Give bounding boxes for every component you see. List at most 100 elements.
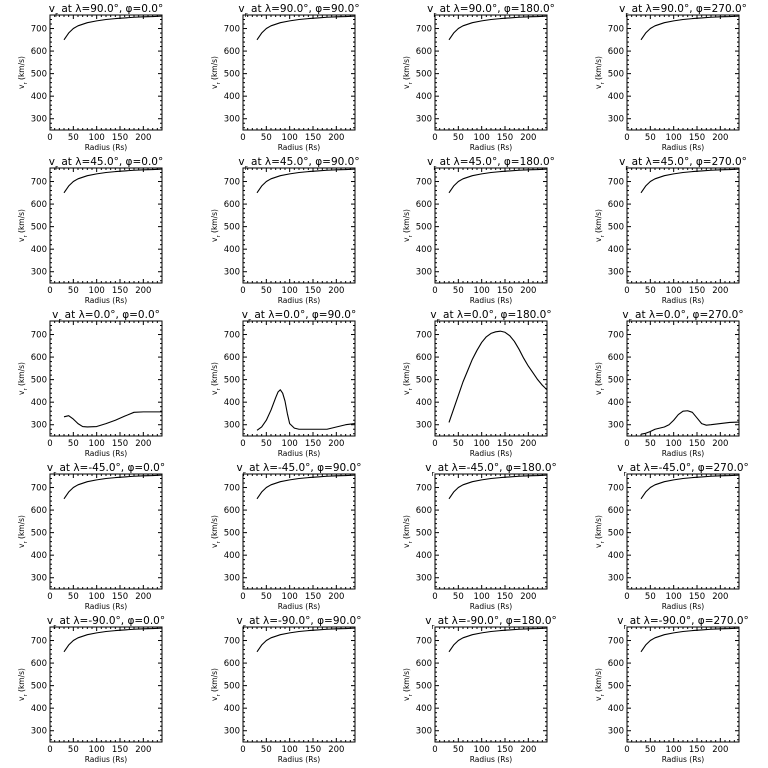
x-tick-label: 150	[689, 133, 705, 143]
x-tick-label: 200	[328, 439, 344, 449]
x-tick-label: 150	[112, 745, 128, 755]
series-line	[640, 627, 740, 653]
x-tick-label: 150	[305, 745, 321, 755]
y-axis-label: vr (km/s)	[17, 56, 29, 89]
x-tick-label: 200	[135, 286, 151, 296]
x-axis-label: Radius (Rs)	[470, 296, 513, 305]
x-tick-label: 50	[645, 133, 656, 143]
plot-frame	[49, 626, 163, 743]
x-tick-label: 50	[261, 439, 272, 449]
x-tick-label: 100	[282, 745, 298, 755]
x-tick-label: 0	[240, 133, 245, 143]
y-axis-label: vr (km/s)	[594, 515, 606, 548]
y-tick-label: 400	[31, 92, 47, 102]
y-axis-label: vr (km/s)	[594, 56, 606, 89]
x-tick-label: 100	[666, 133, 682, 143]
y-tick-label: 500	[224, 376, 240, 386]
panel-title: vr at λ=90.0°, φ=90.0°	[238, 3, 359, 19]
y-axis-label: vr (km/s)	[402, 56, 414, 89]
y-axis-label: vr (km/s)	[594, 668, 606, 701]
panel-19: vr at λ=-90.0°, φ=180.0° 0 50 100 150 200 300 4…	[402, 615, 557, 764]
panel-title: vr at λ=-45.0°, φ=180.0°	[425, 462, 557, 478]
y-tick-label: 500	[224, 529, 240, 539]
panel-5: vr at λ=45.0°, φ=0.0° 0 50 100 150 200 300 400 5…	[17, 156, 163, 305]
y-tick-label: 600	[31, 47, 47, 57]
y-tick-label: 700	[608, 331, 624, 341]
y-tick-label: 300	[416, 115, 432, 125]
y-tick-label: 500	[416, 376, 432, 386]
x-tick-label: 50	[453, 592, 464, 602]
y-tick-label: 400	[31, 245, 47, 255]
series-line	[640, 15, 740, 41]
y-axis-label: vr (km/s)	[17, 515, 29, 548]
y-tick-label: 600	[416, 506, 432, 516]
x-tick-label: 0	[624, 592, 629, 602]
x-tick-label: 50	[453, 745, 464, 755]
panel-title: vr at λ=90.0°, φ=270.0°	[619, 3, 747, 19]
x-tick-label: 0	[432, 133, 437, 143]
y-tick-label: 700	[608, 178, 624, 188]
x-tick-label: 150	[497, 439, 513, 449]
y-tick-label: 600	[31, 200, 47, 210]
x-tick-label: 200	[135, 439, 151, 449]
panel-11: vr at λ=0.0°, φ=180.0° 0 50 100 150 200 300 400…	[402, 309, 552, 458]
x-tick-label: 50	[68, 133, 79, 143]
x-tick-label: 200	[328, 745, 344, 755]
y-tick-label: 400	[608, 245, 624, 255]
x-axis-label: Radius (Rs)	[470, 602, 513, 611]
panel-15: vr at λ=-45.0°, φ=180.0° 0 50 100 150 200 300 4…	[402, 462, 557, 611]
plot-frame	[242, 320, 356, 437]
y-tick-label: 400	[224, 398, 240, 408]
panel-title: vr at λ=-90.0°, φ=180.0°	[425, 615, 557, 631]
x-tick-label: 50	[453, 133, 464, 143]
x-tick-label: 0	[240, 439, 245, 449]
x-tick-label: 150	[305, 133, 321, 143]
x-tick-label: 0	[47, 286, 52, 296]
x-tick-label: 150	[689, 439, 705, 449]
y-tick-label: 500	[416, 70, 432, 80]
y-axis-label: vr (km/s)	[594, 362, 606, 395]
x-tick-label: 100	[474, 592, 490, 602]
y-tick-label: 300	[416, 421, 432, 431]
x-tick-label: 50	[645, 439, 656, 449]
series-line	[448, 15, 548, 41]
panel-13: vr at λ=-45.0°, φ=0.0° 0 50 100 150 200 300 400…	[17, 462, 165, 611]
y-tick-label: 600	[31, 506, 47, 516]
x-tick-label: 0	[624, 133, 629, 143]
x-axis-label: Radius (Rs)	[278, 602, 321, 611]
y-tick-label: 500	[31, 529, 47, 539]
series-line	[63, 168, 163, 194]
y-tick-label: 500	[31, 70, 47, 80]
y-tick-label: 300	[608, 268, 624, 278]
panel-1: vr at λ=90.0°, φ=0.0° 0 50 100 150 200 300 400 5…	[17, 3, 163, 152]
series-line	[256, 15, 356, 41]
x-tick-label: 200	[712, 745, 728, 755]
y-tick-label: 300	[224, 268, 240, 278]
x-tick-label: 100	[474, 133, 490, 143]
series-line	[448, 330, 548, 423]
x-tick-label: 150	[112, 592, 128, 602]
x-tick-label: 0	[47, 439, 52, 449]
x-axis-label: Radius (Rs)	[278, 449, 321, 458]
y-tick-label: 700	[224, 484, 240, 494]
y-tick-label: 500	[224, 223, 240, 233]
plot-frame	[434, 167, 548, 284]
panel-18: vr at λ=-90.0°, φ=90.0° 0 50 100 150 200 300 40…	[210, 615, 361, 764]
x-tick-label: 150	[112, 133, 128, 143]
x-tick-label: 0	[47, 592, 52, 602]
panel-16: vr at λ=-45.0°, φ=270.0° 0 50 100 150 200 300 4…	[594, 462, 749, 611]
y-tick-label: 700	[31, 178, 47, 188]
x-tick-label: 0	[240, 745, 245, 755]
plot-frame	[49, 14, 163, 131]
series-line	[448, 474, 548, 500]
x-tick-label: 200	[712, 286, 728, 296]
y-tick-label: 300	[224, 421, 240, 431]
x-tick-label: 50	[453, 286, 464, 296]
panel-10: vr at λ=0.0°, φ=90.0° 0 50 100 150 200 300 400 5…	[210, 309, 356, 458]
x-tick-label: 200	[712, 133, 728, 143]
y-tick-label: 500	[608, 223, 624, 233]
x-tick-label: 200	[712, 592, 728, 602]
x-tick-label: 0	[432, 439, 437, 449]
x-tick-label: 200	[328, 133, 344, 143]
